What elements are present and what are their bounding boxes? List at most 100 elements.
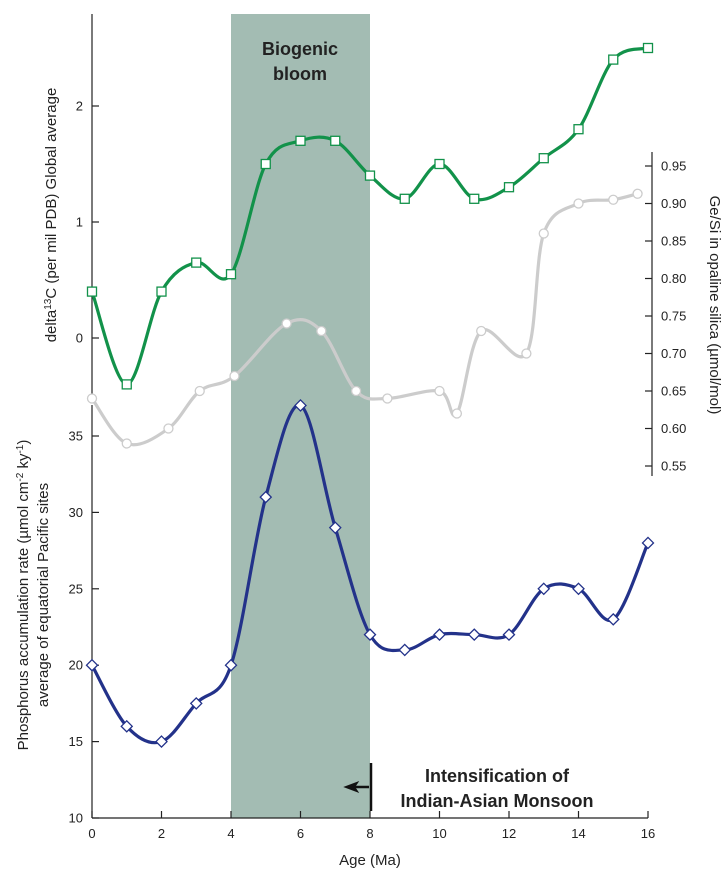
series-top: [86, 42, 654, 390]
right-y-tick-label-0.55: 0.55: [661, 459, 686, 474]
point-right-15: [608, 194, 619, 205]
top-ylabel-sup: 13: [43, 298, 54, 310]
point-right-13: [538, 228, 549, 239]
right-y-tick-label-0.80: 0.80: [661, 271, 686, 286]
point-top-9: [399, 193, 410, 204]
point-top-0: [86, 286, 98, 297]
point-top-8: [364, 170, 376, 181]
right-y-axis-title: Ge/Si in opaline silica (µmol/mol): [706, 196, 721, 415]
top-y-tick-label-1: 1: [76, 215, 83, 230]
point-bottom-5: [259, 490, 273, 504]
point-right-10: [451, 408, 463, 419]
point-top-16: [642, 42, 654, 54]
monsoon-arrow-head: [343, 781, 360, 793]
point-top-15: [608, 54, 619, 65]
bottom-ylabel-mid: ky: [15, 453, 32, 473]
x-tick-label-6: 6: [297, 826, 304, 841]
point-right-12: [521, 348, 532, 359]
point-bottom-3: [189, 696, 203, 710]
band-label-line2: bloom: [273, 64, 327, 84]
x-tick-label-16: 16: [641, 826, 655, 841]
point-bottom-1: [120, 719, 134, 733]
point-bottom-0: [85, 658, 99, 672]
point-top-14: [573, 124, 584, 135]
x-tick-label-10: 10: [432, 826, 446, 841]
top-y-tick-label-0: 0: [76, 331, 83, 346]
point-bottom-2: [155, 735, 168, 749]
point-right-9: [434, 385, 445, 397]
right-y-tick-label-0.90: 0.90: [661, 196, 686, 211]
point-top-4: [225, 269, 237, 280]
top-ylabel-post: C (per mil PDB) Global average: [43, 88, 60, 299]
bottom-y-tick-label-35: 35: [69, 429, 83, 444]
band-label-line1: Biogenic: [262, 39, 338, 59]
point-bottom-10: [433, 628, 446, 642]
x-axis-title: Age (Ma): [339, 852, 401, 869]
point-top-11: [469, 193, 480, 204]
point-right-7: [350, 385, 362, 397]
point-top-3: [191, 257, 202, 268]
top-y-tick-label-2: 2: [76, 99, 83, 114]
point-bottom-12: [502, 628, 516, 642]
series-right: [86, 188, 643, 449]
point-right-11: [476, 325, 487, 337]
bottom-y-tick-label-10: 10: [69, 811, 83, 826]
point-bottom-11: [467, 628, 481, 642]
point-bottom-4: [224, 658, 238, 672]
point-right-0: [86, 393, 98, 404]
bottom-y-axis-title-line1: Phosphorus accumulation rate (µmol cm-2 …: [15, 440, 33, 751]
x-tick-label-2: 2: [158, 826, 165, 841]
right-y-tick-label-0.65: 0.65: [661, 384, 686, 399]
right-y-tick-label-0.95: 0.95: [661, 159, 686, 174]
x-tick-label-0: 0: [88, 826, 95, 841]
monsoon-label-line2: Indian-Asian Monsoon: [401, 791, 594, 811]
bottom-y-tick-label-20: 20: [69, 658, 83, 673]
bottom-ylabel-sup1: -2: [15, 472, 26, 481]
point-bottom-15: [606, 612, 620, 626]
bottom-y-axis-title-line2: average of equatorial Pacific sites: [35, 483, 52, 707]
right-y-tick-label-0.60: 0.60: [661, 421, 686, 436]
right-y-tick-label-0.70: 0.70: [661, 346, 686, 361]
x-tick-label-14: 14: [571, 826, 585, 841]
right-y-tick-label-0.75: 0.75: [661, 309, 686, 324]
bottom-ylabel-post: ): [15, 440, 32, 445]
monsoon-annotation: Intensification of Indian-Asian Monsoon: [343, 763, 594, 811]
bottom-y-tick-label-15: 15: [69, 734, 83, 749]
point-bottom-9: [398, 643, 412, 657]
point-right-16: [632, 188, 643, 199]
point-bottom-16: [641, 536, 655, 550]
bottom-ylabel-sup2: -1: [15, 444, 26, 453]
point-right-5: [281, 318, 292, 329]
x-tick-label-8: 8: [366, 826, 373, 841]
point-top-7: [330, 135, 341, 146]
bottom-y-tick-label-30: 30: [69, 505, 83, 520]
bottom-ylabel-pre: Phosphorus accumulation rate (µmol cm: [15, 482, 32, 751]
point-bottom-7: [328, 521, 342, 535]
bottom-y-tick-label-25: 25: [69, 581, 83, 596]
point-top-5: [260, 158, 271, 170]
point-right-1: [121, 438, 132, 449]
series-bottom: [85, 399, 655, 749]
top-y-axis-title: delta13C (per mil PDB) Global average: [43, 88, 61, 343]
point-top-2: [156, 286, 167, 297]
x-tick-label-12: 12: [502, 826, 516, 841]
point-top-12: [503, 182, 515, 193]
point-top-10: [434, 158, 445, 170]
point-top-6: [295, 135, 306, 146]
point-bottom-13: [537, 582, 551, 596]
point-right-2: [163, 423, 174, 434]
right-y-tick-label-0.85: 0.85: [661, 234, 686, 249]
point-bottom-14: [572, 582, 585, 596]
point-bottom-6: [294, 399, 307, 412]
axes-group: 0 2 4 6 8 10 12 14 160121015202530350.550.600.65…: [69, 14, 686, 841]
point-right-8: [382, 393, 393, 404]
series-line-top: [90, 46, 650, 386]
top-ylabel-pre: delta: [43, 309, 60, 342]
x-tick-label-4: 4: [227, 826, 234, 841]
point-right-14: [573, 198, 584, 209]
point-right-4: [229, 370, 240, 382]
monsoon-label-line1: Intensification of: [425, 766, 570, 786]
point-top-1: [121, 379, 132, 390]
series-layer: [85, 42, 655, 749]
